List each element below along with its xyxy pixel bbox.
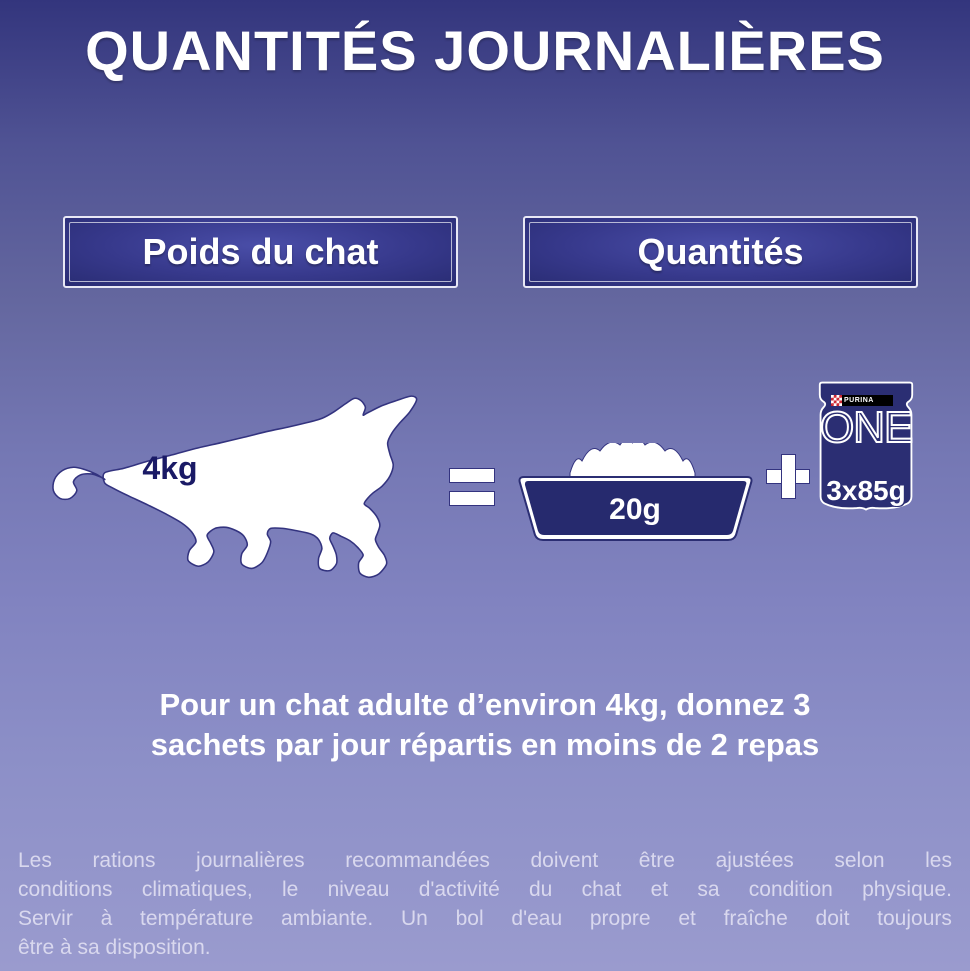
svg-text:20g: 20g (609, 493, 661, 526)
